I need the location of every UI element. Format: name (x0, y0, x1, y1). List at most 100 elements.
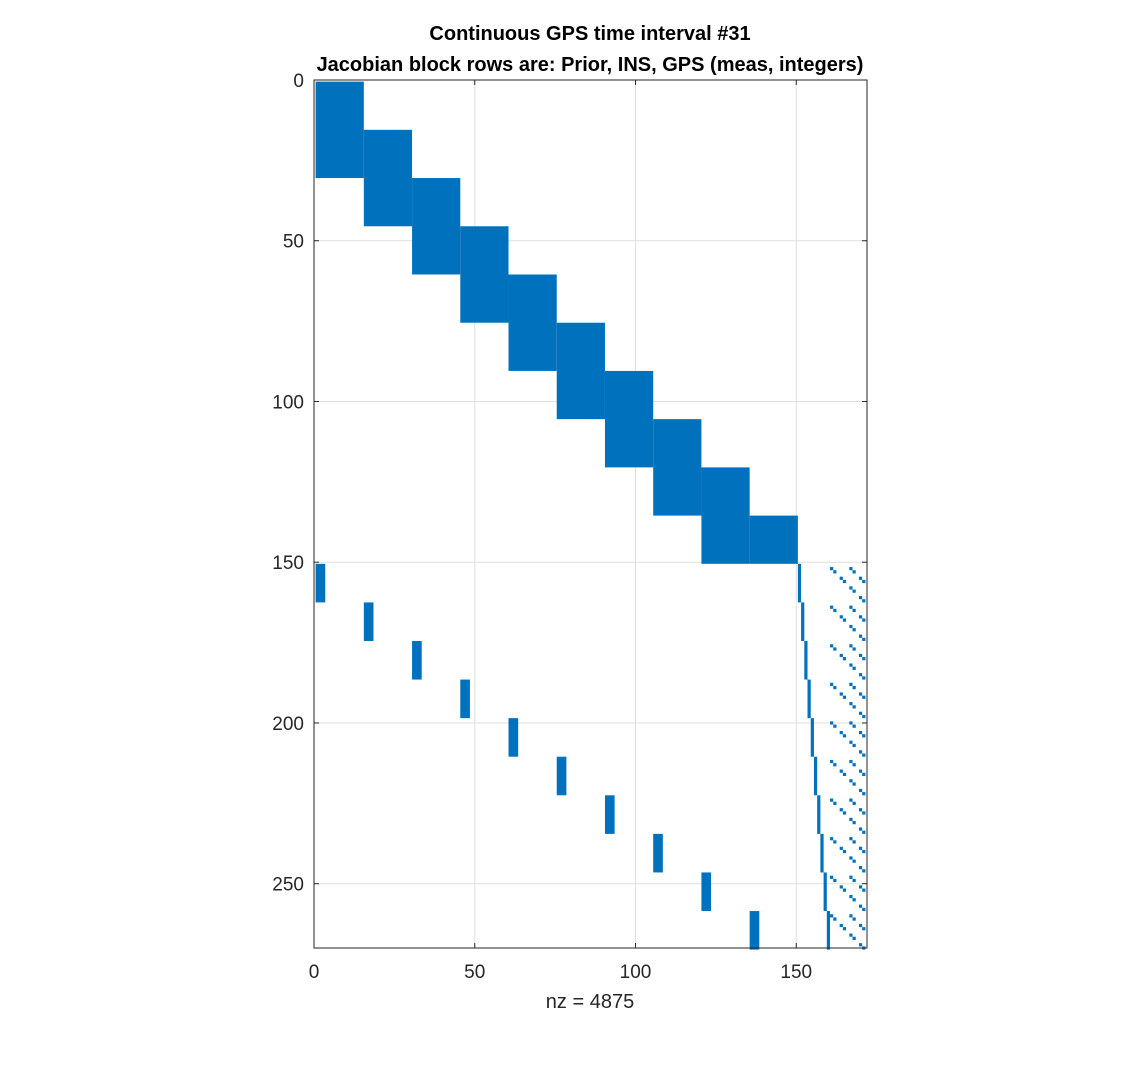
integer-dot-86 (833, 840, 837, 844)
nonzero-block-3 (460, 226, 509, 323)
integer-dot-59 (862, 753, 866, 757)
integer-dot-53 (858, 731, 863, 735)
integer-dot-9 (852, 589, 856, 593)
nonzero-block-17 (653, 833, 663, 873)
integer-dot-90 (842, 849, 847, 854)
nonzero-block-4 (508, 274, 557, 371)
integer-dot-47 (862, 714, 866, 719)
y-tick-label: 200 (272, 714, 304, 735)
integer-dot-43 (862, 695, 866, 699)
integer-dot-106 (858, 904, 863, 908)
clock-staircase-step-0 (797, 563, 802, 603)
nonzero-block-6 (604, 370, 654, 468)
integer-dot-66 (842, 772, 847, 777)
y-tick-label: 0 (293, 71, 304, 92)
axis-ticks: 0 50 100 150 0 50 100 150 200 250 (272, 71, 867, 983)
nonzero-block-18 (701, 872, 712, 912)
integer-dot-31 (862, 657, 866, 661)
integer-dot-92 (849, 856, 853, 860)
integer-dot-71 (862, 792, 866, 796)
integer-dot-10 (858, 595, 863, 600)
integer-dot-113 (858, 923, 863, 928)
clock-staircase-step-7 (820, 833, 824, 873)
integer-dot-11 (862, 599, 866, 603)
integer-dot-54 (842, 734, 847, 738)
integer-dot-38 (833, 685, 837, 690)
clock-staircase-step-4 (810, 718, 814, 757)
integer-dot-111 (852, 917, 856, 921)
clock-staircase-step-6 (817, 795, 821, 834)
integer-dot-114 (842, 927, 847, 931)
x-tick-label: 100 (620, 962, 652, 983)
integer-dot-72 (830, 798, 834, 802)
integer-dot-68 (849, 779, 853, 783)
integer-dot-39 (852, 685, 856, 690)
integer-dot-30 (842, 657, 847, 661)
integer-dot-89 (858, 846, 863, 850)
integer-dot-15 (852, 608, 856, 613)
integer-dot-18 (842, 618, 847, 622)
integer-dot-33 (852, 666, 856, 670)
clock-staircase-step-1 (801, 602, 805, 641)
integer-dot-62 (833, 763, 837, 767)
nonzero-block-1 (363, 129, 413, 227)
integer-dot-13 (849, 605, 853, 609)
integer-dot-88 (839, 846, 843, 850)
integer-dot-58 (858, 750, 863, 754)
integer-dot-27 (852, 647, 856, 651)
integer-dot-25 (849, 644, 853, 648)
integer-dot-73 (849, 798, 853, 802)
integer-dot-101 (858, 885, 863, 889)
integer-dot-56 (849, 740, 853, 744)
integer-dot-85 (849, 837, 853, 841)
integer-dot-80 (849, 817, 853, 822)
integer-dot-76 (839, 808, 843, 812)
nonzero-block-9 (749, 515, 798, 564)
integer-dot-20 (849, 624, 853, 629)
integer-dot-29 (858, 653, 863, 658)
integer-dot-5 (858, 576, 863, 580)
integer-dot-61 (849, 759, 853, 764)
integer-dot-7 (862, 579, 866, 584)
integer-dot-2 (833, 570, 837, 574)
x-tick-label: 150 (780, 962, 812, 983)
y-tick-label: 100 (272, 392, 304, 413)
y-tick-label: 250 (272, 875, 304, 896)
integer-dot-40 (839, 692, 843, 696)
integer-dot-63 (852, 763, 856, 767)
integer-dot-94 (858, 866, 863, 870)
integer-dot-108 (830, 914, 834, 918)
x-axis-label: nz = 4875 (546, 991, 634, 1013)
clock-staircase-step-3 (807, 679, 811, 719)
integer-dot-49 (849, 721, 853, 725)
nonzero-block-14 (508, 718, 519, 757)
integer-dot-22 (858, 634, 863, 638)
nonzero-block-13 (460, 679, 470, 719)
integer-dot-99 (852, 878, 856, 883)
integer-dot-69 (852, 782, 856, 786)
x-tick-label: 0 (309, 962, 320, 983)
integer-dot-34 (858, 673, 863, 677)
integer-dot-97 (849, 875, 853, 879)
integer-dot-83 (862, 830, 866, 834)
nonzero-block-5 (556, 322, 605, 420)
integer-dot-74 (833, 801, 837, 805)
integer-dot-1 (849, 567, 853, 571)
integer-dot-77 (858, 808, 863, 812)
integer-dot-6 (842, 579, 847, 584)
integer-dot-109 (849, 914, 853, 918)
integer-dot-12 (830, 605, 834, 609)
integer-dot-87 (852, 840, 856, 844)
integer-dot-46 (858, 711, 863, 715)
nonzero-block-15 (556, 756, 567, 796)
integer-dot-26 (833, 647, 837, 651)
integer-dot-116 (849, 933, 853, 937)
integer-dot-118 (858, 943, 863, 947)
integer-dot-48 (830, 721, 834, 725)
integer-dot-64 (839, 769, 843, 773)
integer-dot-95 (862, 869, 866, 873)
integer-dot-70 (858, 788, 863, 793)
integer-dot-17 (858, 615, 863, 619)
integer-dot-65 (858, 769, 863, 773)
